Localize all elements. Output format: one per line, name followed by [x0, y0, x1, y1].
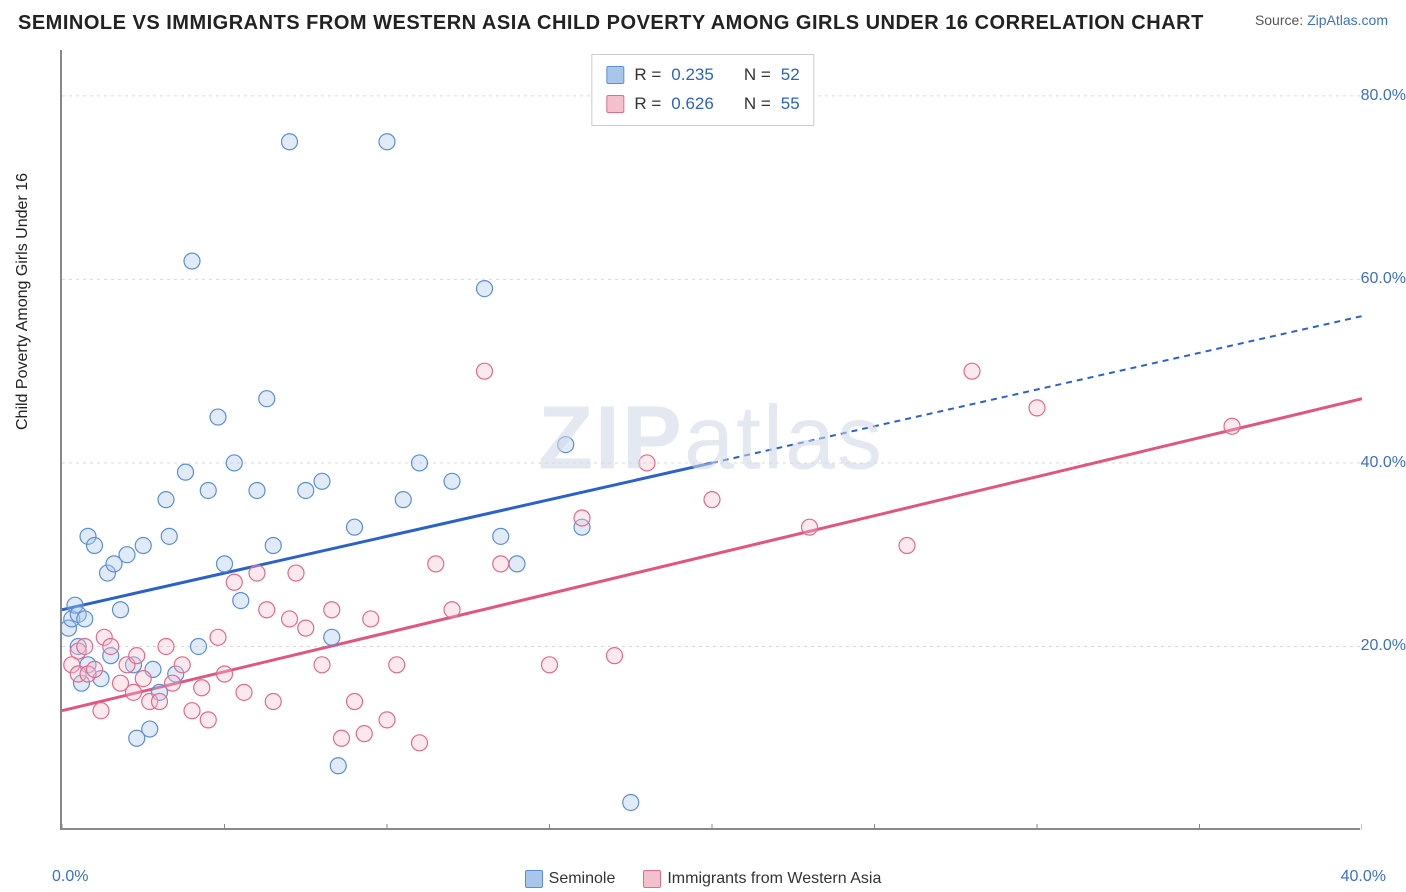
y-axis-label: Child Poverty Among Girls Under 16 [14, 173, 32, 430]
legend-label-seminole: Seminole [549, 870, 616, 888]
source-credit: Source: ZipAtlas.com [1255, 12, 1388, 28]
stats-n-label-2: N = [744, 90, 771, 119]
legend-item-seminole: Seminole [525, 870, 616, 888]
title-row: SEMINOLE VS IMMIGRANTS FROM WESTERN ASIA… [18, 12, 1388, 35]
stats-box: R = 0.235 N = 52 R = 0.626 N = 55 [591, 54, 814, 126]
legend-label-western-asia: Immigrants from Western Asia [667, 870, 881, 888]
plot-svg [62, 50, 1362, 830]
stats-row-1: R = 0.235 N = 52 [606, 61, 799, 90]
source-prefix: Source: [1255, 12, 1307, 28]
legend-swatch-seminole [525, 870, 543, 888]
y-tick-label: 60.0% [1361, 270, 1406, 288]
stats-row-2: R = 0.626 N = 55 [606, 90, 799, 119]
plot-area: ZIPatlas [60, 50, 1360, 830]
chart-title: SEMINOLE VS IMMIGRANTS FROM WESTERN ASIA… [18, 12, 1204, 35]
chart-container: SEMINOLE VS IMMIGRANTS FROM WESTERN ASIA… [0, 0, 1406, 892]
stats-n-val-1: 52 [781, 61, 800, 90]
bottom-legend: Seminole Immigrants from Western Asia [0, 870, 1406, 888]
stats-n-val-2: 55 [781, 90, 800, 119]
source-link[interactable]: ZipAtlas.com [1307, 12, 1388, 28]
stats-swatch-2 [606, 95, 624, 113]
y-tick-label: 80.0% [1361, 87, 1406, 105]
stats-r-val-2: 0.626 [671, 90, 714, 119]
legend-swatch-western-asia [643, 870, 661, 888]
legend-item-western-asia: Immigrants from Western Asia [643, 870, 881, 888]
stats-swatch-1 [606, 66, 624, 84]
stats-r-val-1: 0.235 [671, 61, 714, 90]
y-tick-label: 40.0% [1361, 454, 1406, 472]
stats-r-label-1: R = [634, 61, 661, 90]
stats-n-label-1: N = [744, 61, 771, 90]
stats-r-label-2: R = [634, 90, 661, 119]
y-tick-label: 20.0% [1361, 637, 1406, 655]
